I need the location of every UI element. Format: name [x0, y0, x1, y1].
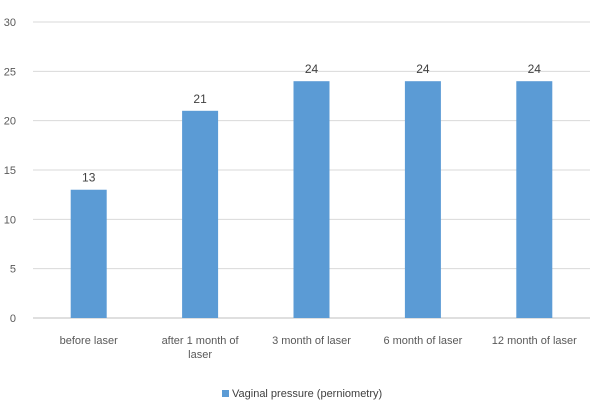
- x-tick-label: 12 month of laser: [492, 335, 577, 347]
- x-axis: before laser after 1 month of laser 3 month…: [60, 335, 577, 361]
- data-labels: 13 21 24 24 24: [82, 62, 541, 185]
- legend-label: Vaginal pressure (perniometry): [232, 388, 382, 400]
- bars: [70, 81, 553, 318]
- x-tick-label: 3 month of laser: [272, 335, 351, 347]
- x-tick-label: laser: [188, 349, 212, 361]
- y-tick-label: 25: [4, 66, 16, 78]
- x-tick-label: 6 month of laser: [383, 335, 462, 347]
- bar: [293, 81, 330, 318]
- data-label: 13: [82, 171, 96, 185]
- y-tick-label: 10: [4, 214, 16, 226]
- data-label: 21: [193, 92, 207, 106]
- legend: Vaginal pressure (perniometry): [222, 388, 382, 400]
- y-tick-label: 0: [10, 313, 16, 325]
- bar: [404, 81, 441, 318]
- data-label: 24: [416, 62, 430, 76]
- data-label: 24: [528, 62, 542, 76]
- y-tick-label: 15: [4, 165, 16, 177]
- bar: [516, 81, 553, 318]
- y-axis: 0 5 10 15 20 25 30: [4, 17, 16, 325]
- y-tick-label: 20: [4, 116, 16, 128]
- bar: [70, 189, 107, 318]
- x-tick-label: before laser: [60, 335, 118, 347]
- y-tick-label: 30: [4, 17, 16, 29]
- x-tick-label: after 1 month of: [162, 335, 240, 347]
- data-label: 24: [305, 62, 319, 76]
- y-tick-label: 5: [10, 264, 16, 276]
- legend-swatch: [222, 390, 229, 397]
- bar: [182, 110, 219, 318]
